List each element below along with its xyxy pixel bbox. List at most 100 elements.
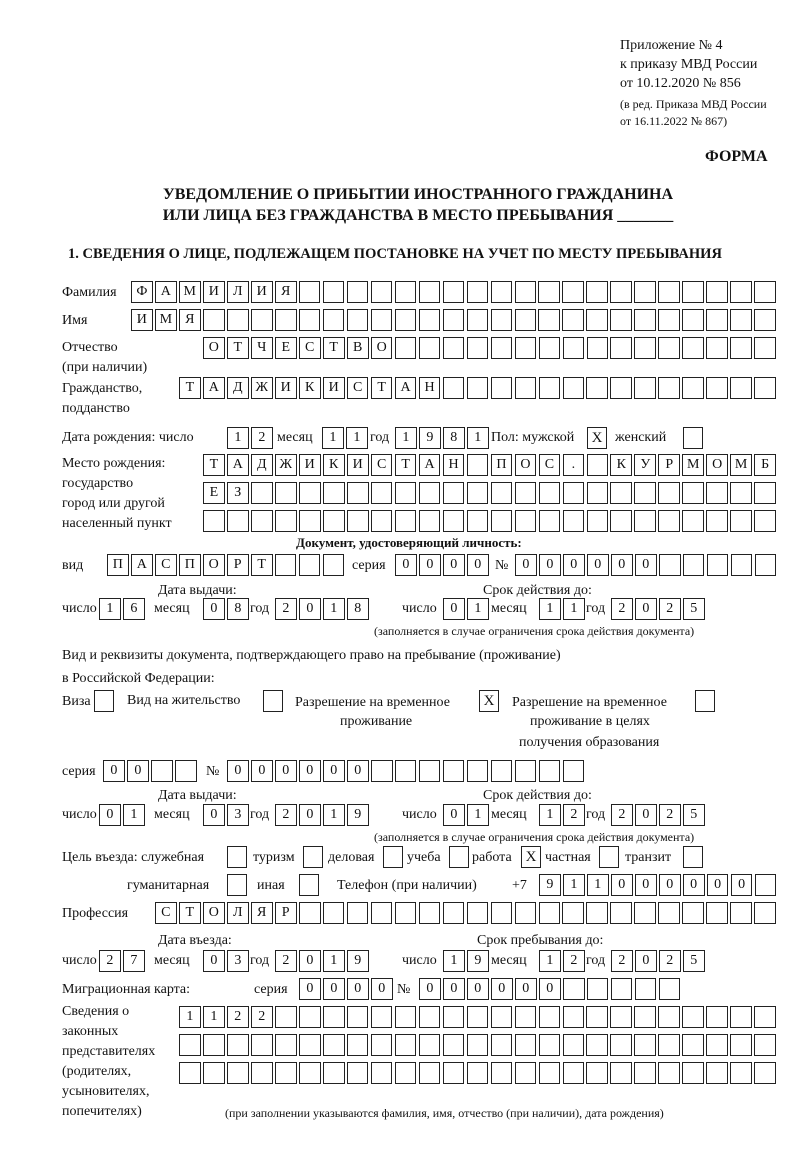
purpose-official-checkbox[interactable] — [227, 846, 247, 868]
char-cell[interactable]: 0 — [227, 760, 249, 782]
char-cell[interactable] — [658, 1034, 681, 1056]
char-cell[interactable] — [754, 482, 776, 504]
char-cell[interactable] — [322, 554, 345, 576]
char-cell[interactable]: Т — [179, 377, 201, 399]
char-cell[interactable]: М — [178, 281, 201, 303]
char-cell[interactable] — [538, 1006, 561, 1028]
char-cell[interactable]: 2 — [611, 804, 633, 826]
char-cell[interactable]: 0 — [682, 874, 705, 896]
char-cell[interactable] — [586, 337, 609, 359]
char-cell[interactable] — [442, 309, 465, 331]
char-cell[interactable] — [514, 1062, 537, 1084]
char-cell[interactable] — [394, 1062, 417, 1084]
sex-male-checkbox[interactable]: X — [587, 427, 607, 449]
char-cell[interactable] — [754, 902, 776, 924]
purpose-humanitarian-checkbox[interactable] — [227, 874, 247, 896]
char-cell[interactable]: 6 — [122, 598, 145, 620]
char-cell[interactable]: 2 — [658, 598, 681, 620]
char-cell[interactable] — [610, 482, 633, 504]
char-cell[interactable] — [370, 1034, 393, 1056]
char-cell[interactable] — [418, 337, 441, 359]
char-cell[interactable] — [730, 1006, 752, 1028]
char-cell[interactable] — [442, 510, 465, 532]
char-cell[interactable] — [514, 281, 537, 303]
char-cell[interactable]: 1 — [322, 598, 345, 620]
char-cell[interactable]: 0 — [203, 950, 225, 972]
char-cell[interactable] — [346, 510, 369, 532]
char-cell[interactable]: С — [370, 454, 393, 476]
char-cell[interactable]: 1 — [539, 804, 561, 826]
char-cell[interactable] — [586, 978, 609, 1000]
char-cell[interactable]: 1 — [539, 598, 561, 620]
char-cell[interactable]: Ф — [131, 281, 153, 303]
char-cell[interactable]: 0 — [634, 874, 657, 896]
char-cell[interactable] — [586, 1006, 609, 1028]
char-cell[interactable]: 2 — [250, 1006, 273, 1028]
char-cell[interactable]: 0 — [346, 978, 369, 1000]
char-cell[interactable]: Е — [203, 482, 225, 504]
char-cell[interactable] — [442, 377, 465, 399]
char-cell[interactable]: Ж — [250, 377, 273, 399]
char-cell[interactable]: 1 — [539, 950, 561, 972]
char-cell[interactable]: Т — [322, 337, 345, 359]
char-cell[interactable] — [274, 1006, 297, 1028]
char-cell[interactable]: 0 — [99, 804, 121, 826]
char-cell[interactable]: 5 — [682, 598, 705, 620]
char-cell[interactable] — [418, 482, 441, 504]
char-cell[interactable]: 0 — [610, 874, 633, 896]
char-cell[interactable] — [754, 554, 777, 576]
char-cell[interactable] — [730, 902, 752, 924]
char-cell[interactable]: 8 — [346, 598, 369, 620]
char-cell[interactable] — [346, 1006, 369, 1028]
char-cell[interactable] — [538, 1062, 561, 1084]
char-cell[interactable]: 9 — [418, 427, 441, 449]
char-cell[interactable] — [706, 510, 729, 532]
char-cell[interactable]: С — [154, 554, 177, 576]
char-cell[interactable] — [634, 978, 657, 1000]
char-cell[interactable] — [466, 902, 489, 924]
char-cell[interactable]: П — [107, 554, 129, 576]
char-cell[interactable] — [658, 1006, 681, 1028]
char-cell[interactable]: 1 — [466, 427, 489, 449]
char-cell[interactable] — [658, 377, 681, 399]
char-cell[interactable] — [394, 482, 417, 504]
char-cell[interactable] — [174, 760, 197, 782]
char-cell[interactable] — [562, 978, 585, 1000]
char-cell[interactable] — [466, 1006, 489, 1028]
char-cell[interactable] — [418, 281, 441, 303]
char-cell[interactable]: 0 — [538, 554, 561, 576]
char-cell[interactable]: 0 — [418, 554, 441, 576]
char-cell[interactable] — [202, 1034, 225, 1056]
char-cell[interactable] — [274, 510, 297, 532]
char-cell[interactable] — [298, 309, 321, 331]
char-cell[interactable] — [394, 902, 417, 924]
char-cell[interactable]: О — [514, 454, 537, 476]
char-cell[interactable]: Я — [274, 281, 297, 303]
char-cell[interactable] — [514, 377, 537, 399]
char-cell[interactable]: Б — [754, 454, 776, 476]
char-cell[interactable]: 0 — [442, 554, 465, 576]
char-cell[interactable] — [754, 337, 776, 359]
char-cell[interactable] — [490, 482, 513, 504]
char-cell[interactable] — [562, 902, 585, 924]
char-cell[interactable]: 9 — [466, 950, 489, 972]
char-cell[interactable] — [706, 337, 729, 359]
char-cell[interactable]: 0 — [634, 598, 657, 620]
char-cell[interactable] — [706, 1006, 728, 1028]
char-cell[interactable] — [610, 1006, 633, 1028]
char-cell[interactable] — [706, 554, 729, 576]
char-cell[interactable] — [490, 902, 513, 924]
char-cell[interactable]: 1 — [395, 427, 417, 449]
char-cell[interactable] — [538, 760, 561, 782]
